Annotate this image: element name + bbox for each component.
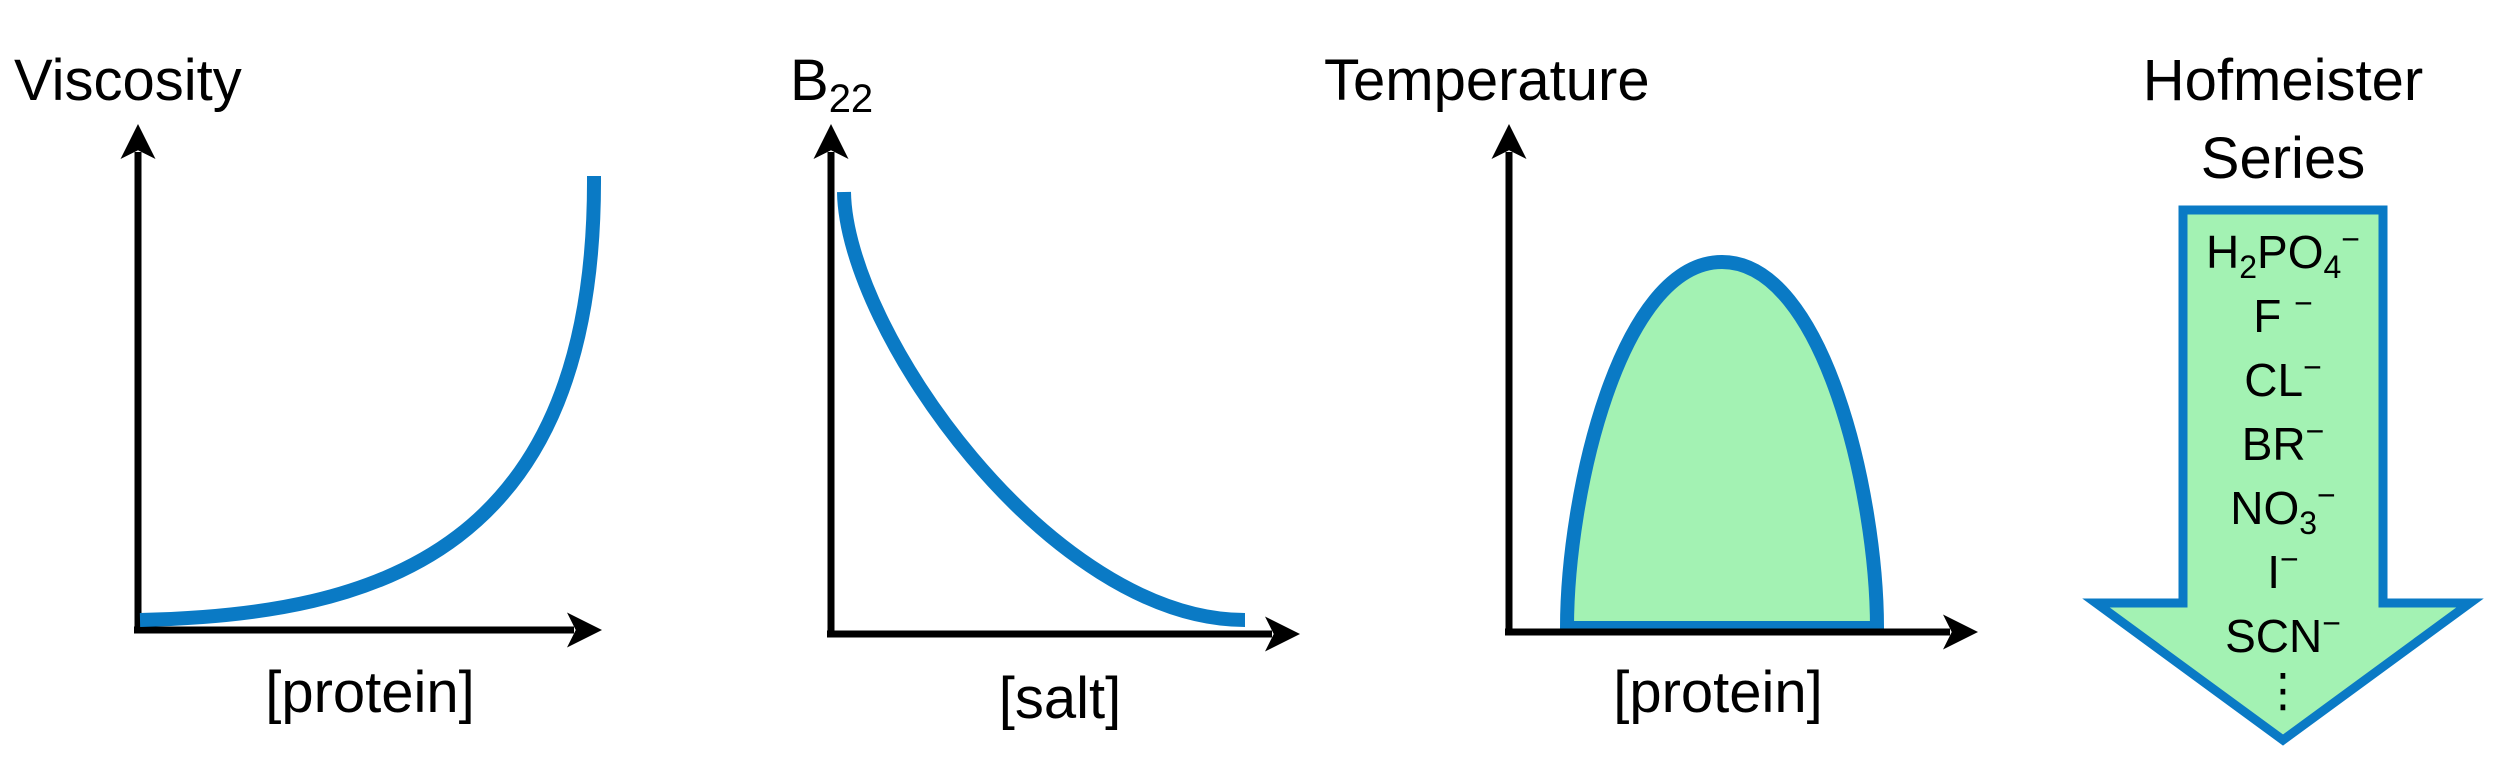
phase-dome [1559, 254, 1885, 635]
hofmeister-title-line2: Series [2201, 126, 2365, 191]
ion-chloride: CL− [2244, 349, 2322, 406]
b22-xlabel: [salt] [999, 666, 1122, 731]
ion-bromide: BR− [2242, 413, 2325, 470]
ion-nitrate: NO3− [2230, 477, 2335, 541]
b22-ylabel-subscript: 22 [829, 77, 874, 121]
hofmeister-panel: Hofmeister Series H2PO4− F − CL− BR− NO3… [2082, 48, 2484, 746]
ion-fluoride: F − [2253, 285, 2313, 342]
temperature-panel: Temperature [protein] [1324, 48, 1978, 725]
hofmeister-ellipsis: ⋮ [2260, 664, 2306, 716]
b22-ylabel-main: B [790, 48, 829, 113]
b22-curve [837, 191, 1246, 627]
temperature-xlabel: [protein] [1613, 660, 1823, 725]
ion-thiocyanate: SCN− [2225, 605, 2341, 662]
temperature-ylabel: Temperature [1324, 48, 1650, 113]
hofmeister-arrow [2082, 205, 2484, 746]
ion-iodide: I− [2267, 541, 2298, 598]
viscosity-curve [139, 175, 602, 627]
b22-panel: B22 [salt] [790, 48, 1300, 731]
viscosity-panel: Viscosity [protein] [14, 48, 602, 725]
b22-ylabel: B22 [790, 48, 873, 121]
ion-dihydrogen-phosphate: H2PO4− [2206, 221, 2360, 285]
viscosity-xlabel: [protein] [265, 660, 475, 725]
hofmeister-title-line1: Hofmeister [2143, 48, 2423, 113]
viscosity-ylabel: Viscosity [14, 48, 242, 113]
